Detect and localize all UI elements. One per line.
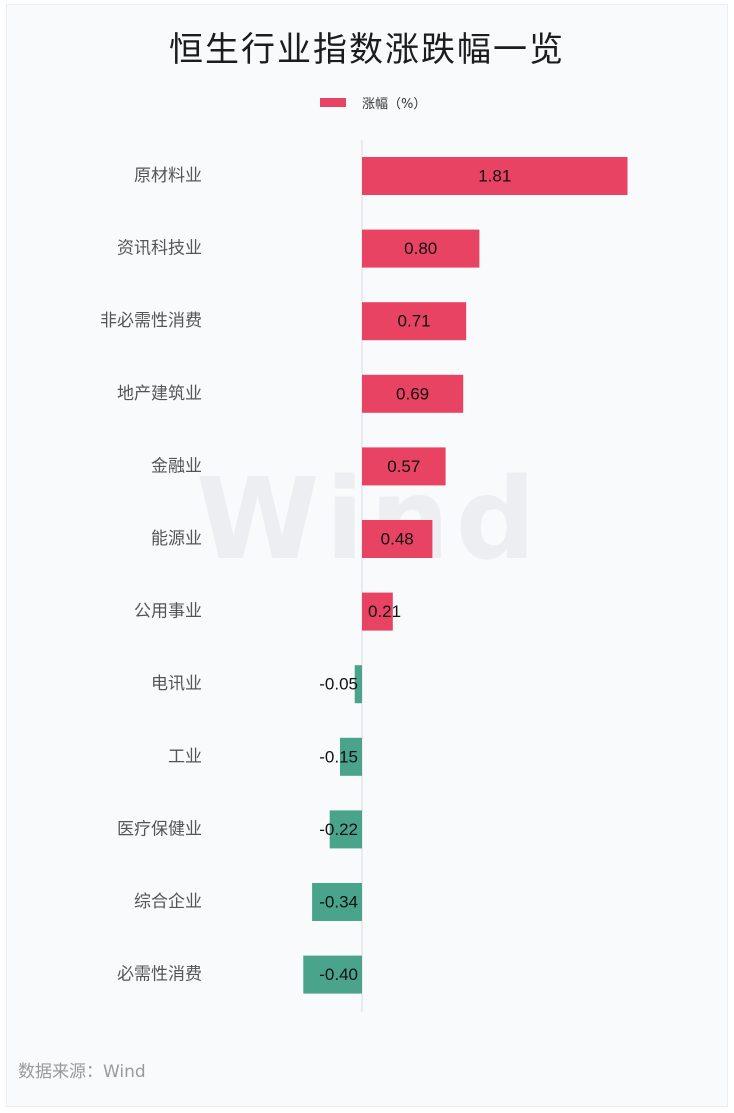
value-label: 0.57 bbox=[387, 457, 420, 476]
bar bbox=[362, 520, 433, 558]
value-label: 0.48 bbox=[381, 530, 414, 549]
bar bbox=[312, 883, 362, 921]
value-label: -0.34 bbox=[319, 893, 358, 912]
bar bbox=[362, 229, 480, 268]
value-label: 0.80 bbox=[404, 239, 437, 258]
bar bbox=[362, 447, 446, 486]
category-label: 电讯业 bbox=[151, 674, 202, 694]
bar bbox=[362, 592, 393, 631]
bar bbox=[340, 737, 362, 776]
chart-title: 恒生行业指数涨跌幅一览 bbox=[169, 30, 565, 70]
value-label: 1.81 bbox=[478, 167, 511, 186]
category-label: 医疗保健业 bbox=[117, 819, 202, 839]
value-label: -0.22 bbox=[319, 820, 358, 839]
bar bbox=[329, 810, 362, 849]
value-label: -0.05 bbox=[319, 675, 358, 694]
category-label: 能源业 bbox=[151, 529, 202, 549]
category-label: 地产建筑业 bbox=[117, 384, 202, 404]
category-label: 工业 bbox=[168, 747, 202, 767]
category-label: 金融业 bbox=[151, 456, 202, 476]
category-label: 综合企业 bbox=[134, 892, 202, 912]
category-label: 必需性消费 bbox=[117, 965, 202, 985]
bar bbox=[362, 157, 628, 195]
bar bbox=[354, 665, 362, 704]
legend-label: 涨幅（%） bbox=[362, 96, 427, 112]
value-label: 0.21 bbox=[368, 602, 401, 621]
bar bbox=[362, 374, 464, 413]
source-note: 数据来源：Wind bbox=[18, 1062, 146, 1082]
category-label: 非必需性消费 bbox=[100, 311, 202, 331]
value-label: -0.15 bbox=[319, 747, 358, 766]
bar bbox=[303, 955, 362, 994]
category-label: 资讯科技业 bbox=[117, 239, 202, 259]
category-label: 原材料业 bbox=[134, 166, 202, 186]
value-label: 0.71 bbox=[398, 312, 431, 331]
value-label: -0.40 bbox=[319, 965, 358, 984]
legend-swatch bbox=[320, 97, 346, 107]
category-label: 公用事业 bbox=[134, 602, 202, 622]
value-label: 0.69 bbox=[396, 384, 429, 403]
bar bbox=[362, 302, 467, 341]
legend: 涨幅（%） bbox=[320, 92, 426, 112]
